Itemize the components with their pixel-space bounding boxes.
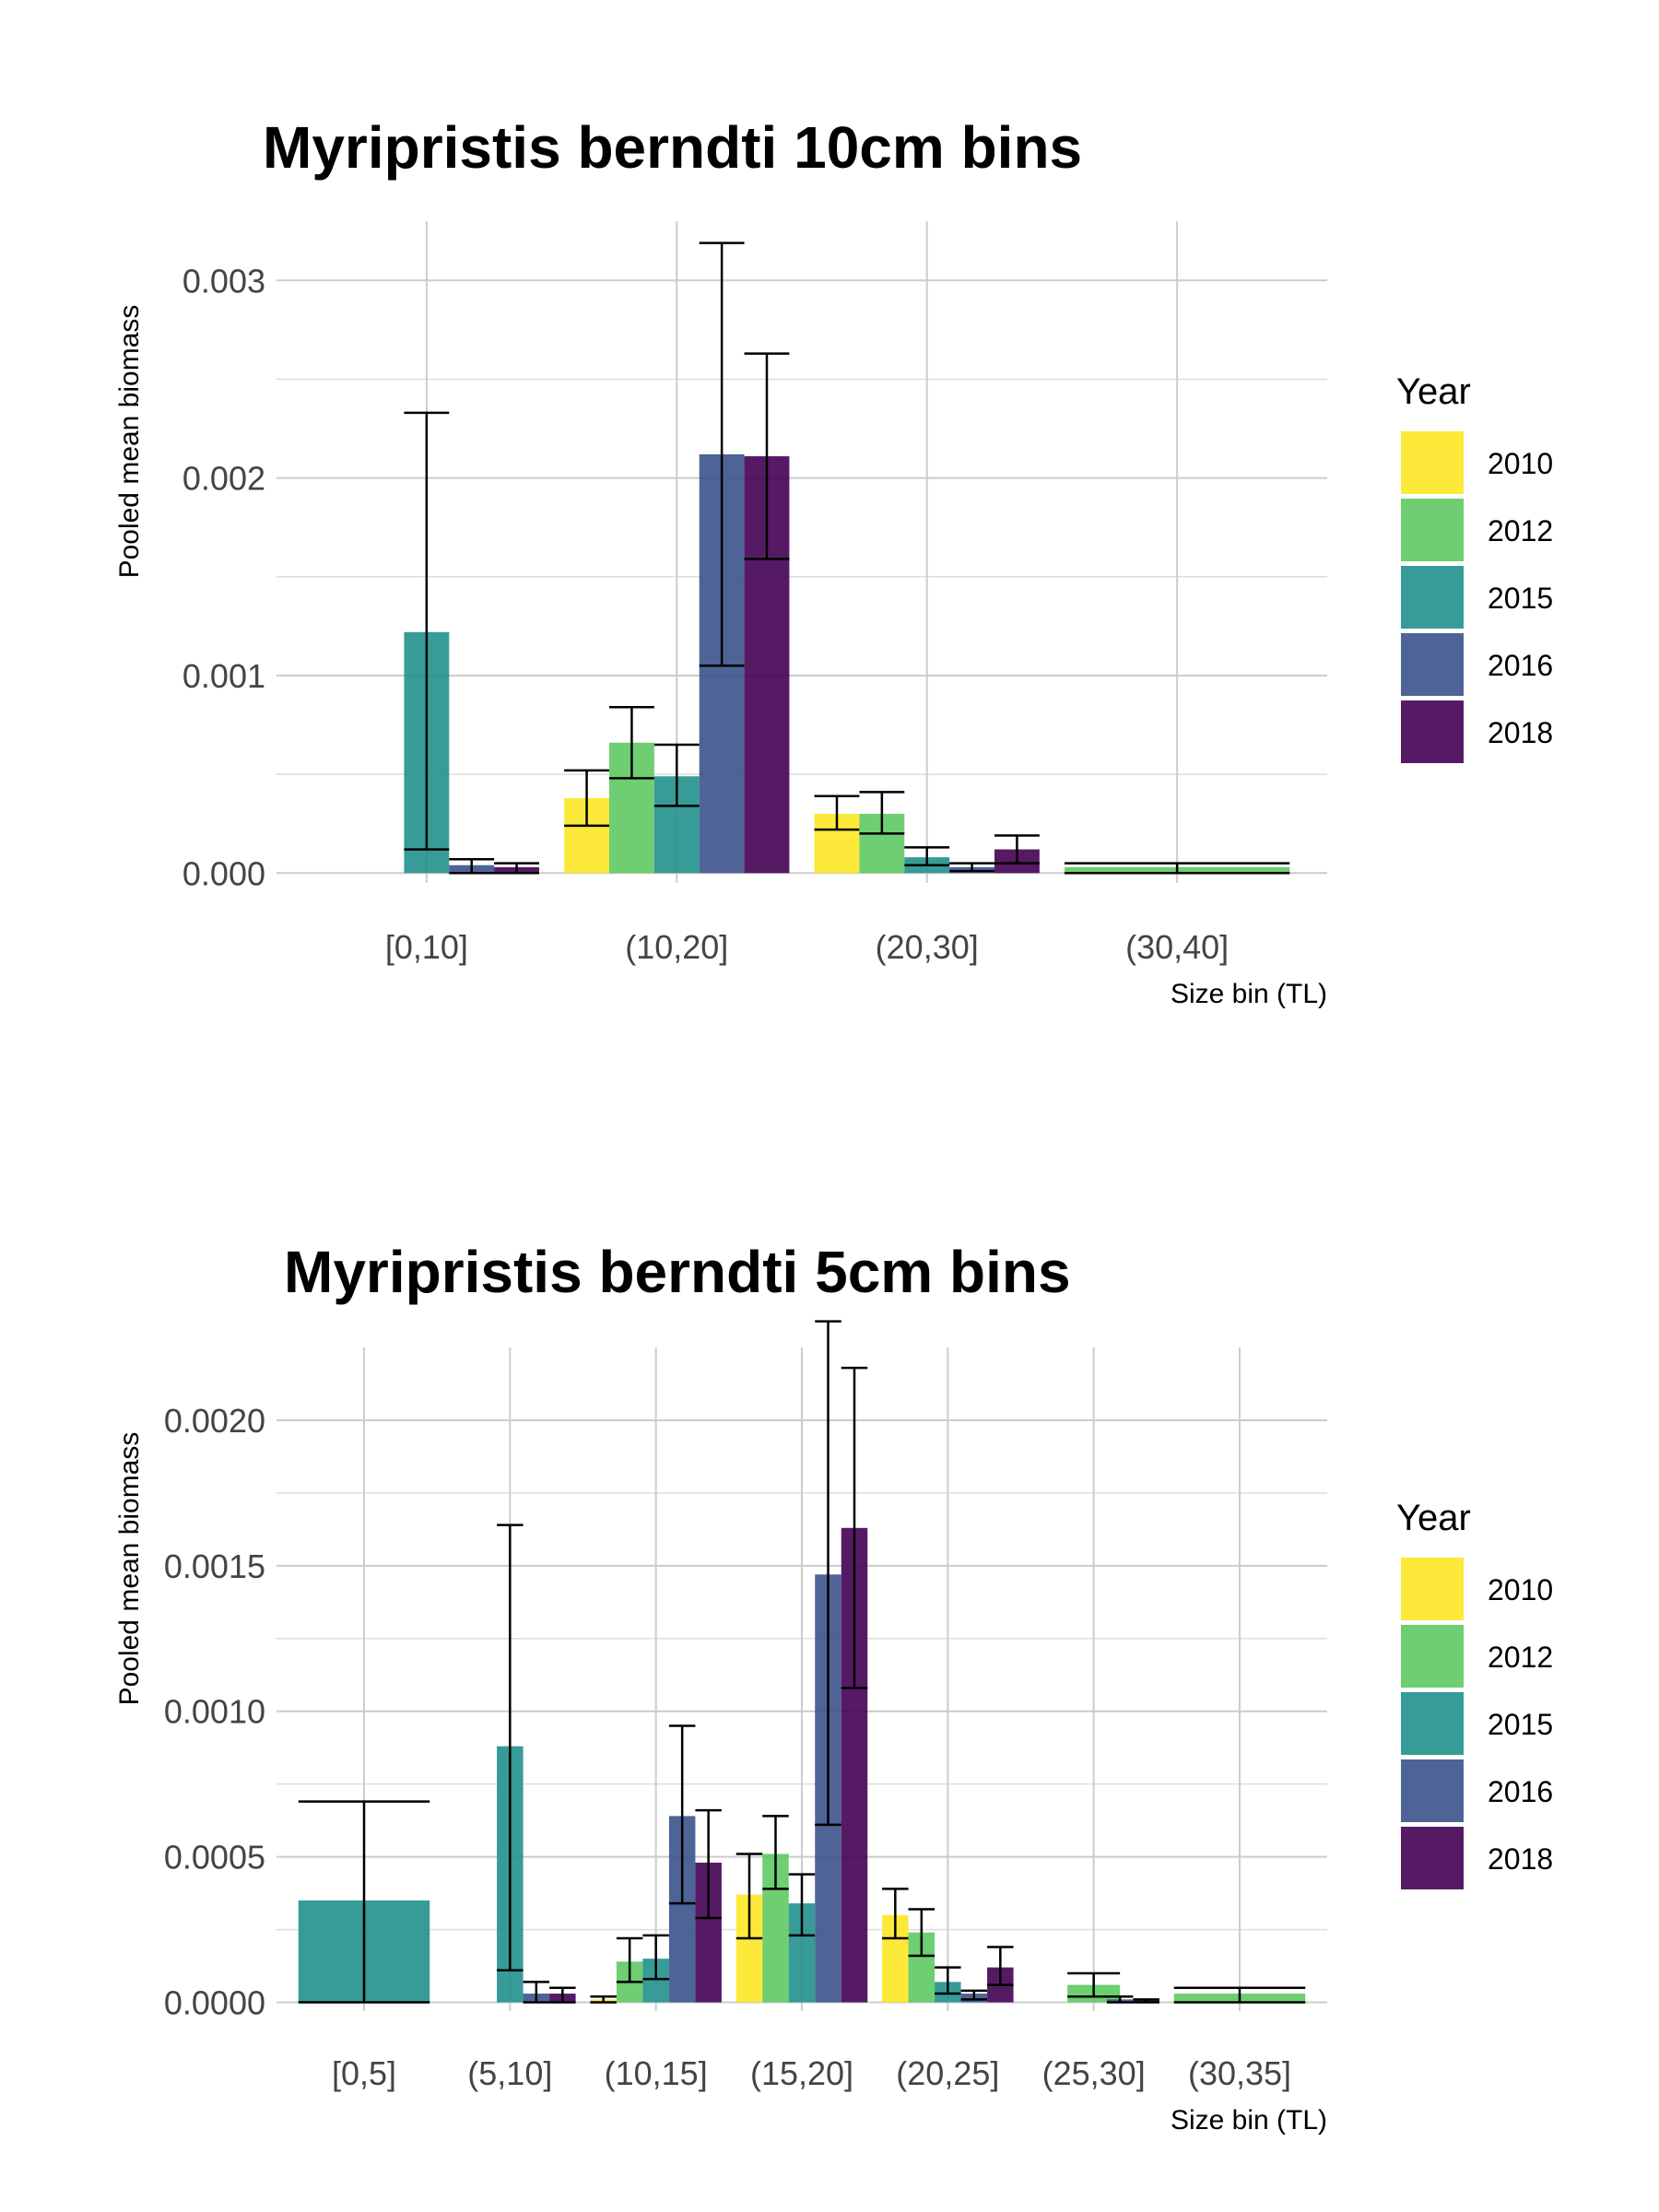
y-tick-label: 0.0000 <box>164 1984 265 2022</box>
legend-title: Year <box>1396 371 1471 412</box>
x-tick-label: (10,15] <box>605 2054 708 2092</box>
legend-label-2012: 2012 <box>1488 514 1553 547</box>
y-tick-label: 0.002 <box>182 460 265 498</box>
legend-swatch-2015 <box>1401 1692 1464 1755</box>
legend-label-2018: 2018 <box>1488 716 1553 749</box>
x-tick-label: (15,20] <box>750 2054 853 2092</box>
chart-5cm-bins: 0.0000 0.0005 0.0010 0.0015 0.0020 [0,5] (5,10… <box>114 1239 1553 2136</box>
x-axis-label: Size bin (TL) <box>1171 2105 1327 2136</box>
x-tick-label: (30,40] <box>1125 928 1229 966</box>
x-tick-label: (20,30] <box>876 928 979 966</box>
chart-title: Myripristis berndti 5cm bins <box>284 1239 1071 1305</box>
y-tick-label: 0.001 <box>182 657 265 695</box>
legend-label-2010: 2010 <box>1488 1573 1553 1606</box>
legend-label-2018: 2018 <box>1488 1842 1553 1876</box>
legend-swatch-2012 <box>1401 1625 1464 1688</box>
legend-label-2015: 2015 <box>1488 582 1553 615</box>
x-tick-label: [0,5] <box>332 2054 396 2092</box>
legend-label-2010: 2010 <box>1488 447 1553 480</box>
legend: Year 2010 2012 2015 2016 2018 <box>1396 371 1553 763</box>
legend-title: Year <box>1396 1498 1471 1538</box>
legend-swatch-2018 <box>1401 1827 1464 1889</box>
legend-swatch-2016 <box>1401 633 1464 696</box>
x-tick-label: (20,25] <box>896 2054 999 2092</box>
legend-swatch-2010 <box>1401 431 1464 494</box>
y-axis-label: Pooled mean biomass <box>114 1432 145 1706</box>
chart-10cm-bins: 0.000 0.001 0.002 0.003 [0,10] (10,20] (20,30]… <box>114 114 1553 1009</box>
legend: Year 2010 2012 2015 2016 2018 <box>1396 1498 1553 1889</box>
legend-swatch-2012 <box>1401 499 1464 561</box>
y-tick-label: 0.0020 <box>164 1402 265 1440</box>
legend-swatch-2016 <box>1401 1759 1464 1822</box>
y-tick-label: 0.0010 <box>164 1693 265 1731</box>
x-tick-label: [0,10] <box>385 928 468 966</box>
x-tick-label: (30,35] <box>1188 2054 1291 2092</box>
y-tick-label: 0.003 <box>182 262 265 300</box>
legend-label-2015: 2015 <box>1488 1708 1553 1741</box>
x-tick-label: (25,30] <box>1042 2054 1146 2092</box>
legend-label-2016: 2016 <box>1488 1775 1553 1808</box>
legend-label-2012: 2012 <box>1488 1641 1553 1674</box>
legend-swatch-2010 <box>1401 1558 1464 1620</box>
legend-swatch-2015 <box>1401 566 1464 629</box>
legend-label-2016: 2016 <box>1488 649 1553 682</box>
x-tick-label: (5,10] <box>467 2054 552 2092</box>
legend-swatch-2018 <box>1401 700 1464 763</box>
chart-title: Myripristis berndti 10cm bins <box>263 114 1082 181</box>
y-axis-label: Pooled mean biomass <box>114 305 145 579</box>
y-tick-label: 0.0015 <box>164 1547 265 1585</box>
y-tick-label: 0.000 <box>182 854 265 892</box>
y-tick-label: 0.0005 <box>164 1839 265 1877</box>
x-axis-label: Size bin (TL) <box>1171 979 1327 1009</box>
x-tick-label: (10,20] <box>625 928 728 966</box>
